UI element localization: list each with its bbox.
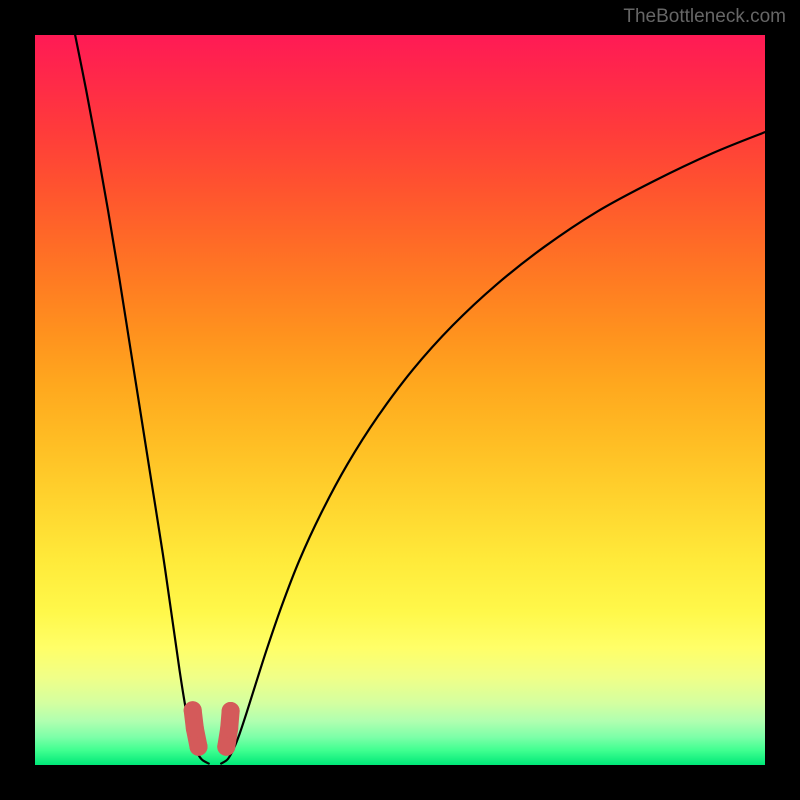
chart-svg — [35, 35, 765, 765]
bottleneck-chart — [35, 35, 765, 765]
watermark-text: TheBottleneck.com — [623, 6, 786, 28]
chart-background — [35, 35, 765, 765]
